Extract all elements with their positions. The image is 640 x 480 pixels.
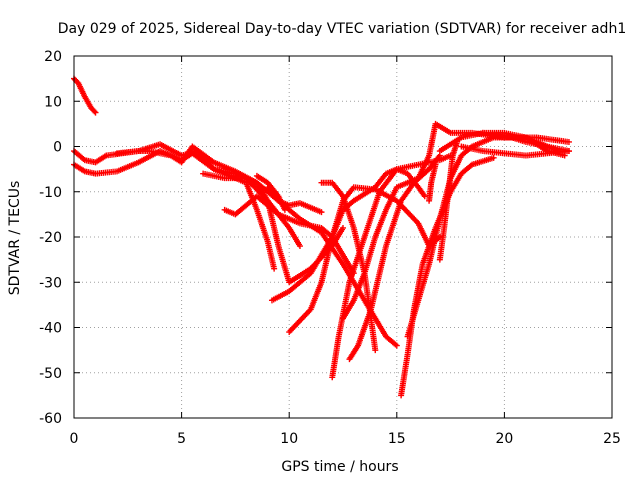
data-point-marker [490, 154, 497, 161]
axis-ticks: 0 5 10 15 20 25 -60 -50 -40 -30 -20 -10 0 10 20 [39, 49, 621, 447]
series-arc-a [71, 75, 99, 116]
data-point-marker [432, 161, 439, 168]
grid-lines [74, 56, 612, 418]
data-point-marker [281, 206, 288, 213]
data-point-marker [421, 193, 428, 200]
x-axis-label: GPS time / hours [281, 459, 398, 475]
data-point-marker [296, 243, 303, 250]
data-point-marker [565, 148, 572, 155]
y-tick-label: -50 [39, 366, 62, 382]
series-arc-m [340, 120, 572, 322]
x-tick-label: 15 [388, 431, 406, 447]
y-tick-label: -20 [39, 230, 62, 246]
chart-title: Day 029 of 2025, Sidereal Day-to-day VTE… [58, 21, 626, 37]
series-arc-k [318, 179, 379, 354]
x-tick-label: 20 [495, 431, 513, 447]
series-arc-f [200, 170, 303, 250]
data-point-marker [565, 138, 572, 145]
data-point-marker [372, 347, 379, 354]
y-axis-label: SDTVAR / TECUs [7, 181, 23, 296]
series-arc-t [458, 143, 572, 159]
data-point-marker [92, 109, 99, 116]
x-tick-label: 25 [603, 431, 621, 447]
x-tick-label: 10 [280, 431, 298, 447]
series-arc-n [346, 152, 443, 363]
data-point-marker [555, 148, 562, 155]
series-arc-r [436, 138, 461, 263]
series-arc-q [426, 161, 439, 204]
y-tick-label: 10 [44, 94, 62, 110]
x-tick-label: 5 [177, 431, 186, 447]
y-tick-label: 20 [44, 49, 62, 65]
x-tick-label: 0 [70, 431, 79, 447]
data-point-marker [271, 265, 278, 272]
y-tick-label: -40 [39, 321, 62, 337]
data-point-marker [91, 108, 98, 115]
data-point-marker [340, 224, 346, 231]
data-point-marker [393, 342, 400, 349]
y-tick-label: 0 [53, 140, 62, 156]
y-tick-label: -10 [39, 185, 62, 201]
series-arc-h [253, 172, 288, 213]
y-tick-label: -60 [39, 411, 62, 427]
y-tick-label: -30 [39, 275, 62, 291]
data-point-marker [318, 209, 325, 216]
data-points [71, 75, 572, 399]
series-arc-u [479, 129, 562, 155]
